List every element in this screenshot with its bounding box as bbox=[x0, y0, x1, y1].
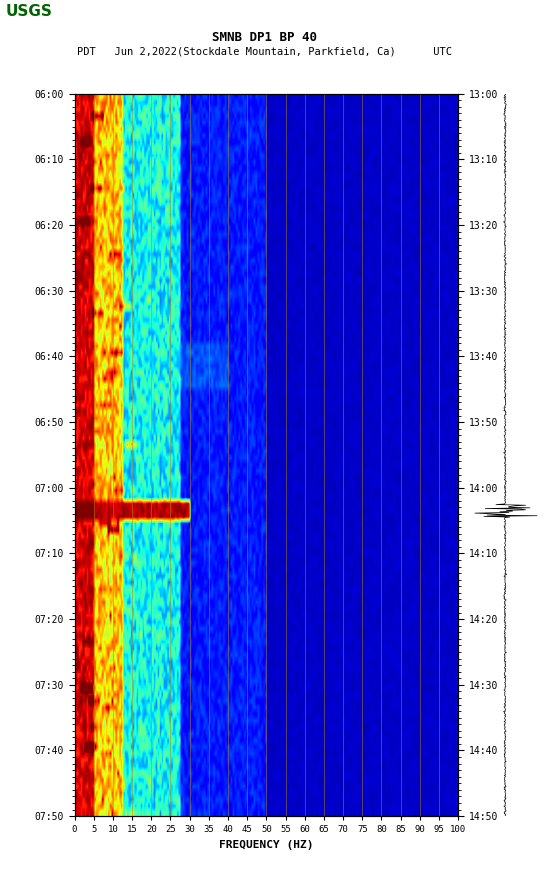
Text: PDT   Jun 2,2022(Stockdale Mountain, Parkfield, Ca)      UTC: PDT Jun 2,2022(Stockdale Mountain, Parkf… bbox=[77, 46, 453, 56]
Text: USGS: USGS bbox=[6, 4, 52, 20]
X-axis label: FREQUENCY (HZ): FREQUENCY (HZ) bbox=[219, 839, 314, 850]
Text: SMNB DP1 BP 40: SMNB DP1 BP 40 bbox=[213, 31, 317, 45]
